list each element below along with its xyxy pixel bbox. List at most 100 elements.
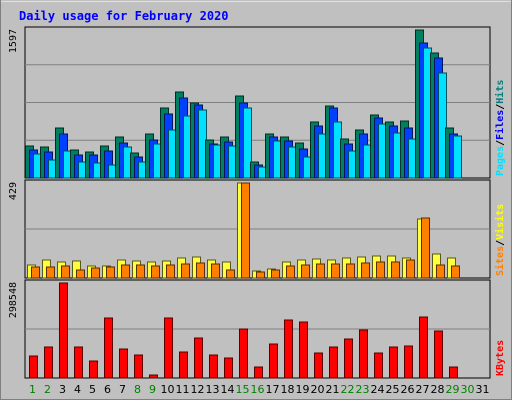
bar-sites-day-23	[361, 262, 370, 279]
bar-sites-day-3	[61, 265, 70, 279]
bar-kbytes-day-10	[164, 317, 173, 379]
bar-sites-day-5	[91, 267, 100, 279]
y-max-label: 298548	[8, 282, 19, 318]
bar-kbytes-day-11	[179, 351, 188, 379]
panel-kbytes: 298548 KBytes	[8, 279, 506, 379]
bar-sites-day-7	[121, 264, 130, 279]
x-tick-label: 28	[431, 383, 445, 396]
bar-kbytes-day-7	[119, 348, 128, 379]
bar-sites-day-26	[406, 259, 415, 279]
x-tick-label: 23	[356, 383, 370, 396]
bar-sites-day-24	[376, 261, 385, 279]
bar-kbytes-day-21	[329, 346, 338, 379]
bar-sites-day-25	[391, 261, 400, 279]
x-tick-label: 26	[401, 383, 415, 396]
x-tick-label: 19	[296, 383, 310, 396]
bar-sites-day-20	[316, 263, 325, 279]
x-tick-label: 18	[281, 383, 295, 396]
x-tick-label: 1	[29, 383, 36, 396]
bar-sites-day-4	[76, 269, 85, 279]
bar-sites-day-29	[451, 265, 460, 279]
bar-kbytes-day-28	[434, 330, 443, 379]
x-tick-label: 17	[266, 383, 280, 396]
bar-sites-day-8	[136, 264, 145, 279]
bar-kbytes-day-18	[284, 319, 293, 379]
bar-kbytes-day-5	[89, 360, 98, 379]
bar-sites-day-12	[196, 262, 205, 279]
legend-entry: Visits	[494, 204, 506, 240]
bar-kbytes-day-3	[59, 282, 68, 379]
bar-kbytes-day-14	[224, 357, 233, 379]
legend-hits_files_pages: Pages/Files/Hits	[494, 80, 506, 176]
bar-kbytes-day-29	[449, 366, 458, 379]
bar-kbytes-day-8	[134, 354, 143, 379]
bar-sites-day-27	[421, 217, 430, 279]
bar-sites-day-19	[301, 264, 310, 279]
x-tick-label: 6	[104, 383, 111, 396]
bar-kbytes-day-16	[254, 366, 263, 379]
y-max-label: 429	[8, 182, 19, 200]
x-axis-labels: 1 2 3 4 5 6 7 8 9 10 11 12 13 14 15 16 17 18 19 20 21 22 23 24 2…	[29, 383, 490, 396]
x-tick-label: 25	[386, 383, 400, 396]
x-tick-label: 15	[236, 383, 250, 396]
x-tick-label: 31	[476, 383, 490, 396]
bar-sites-day-1	[31, 266, 40, 279]
bar-kbytes-day-22	[344, 338, 353, 379]
bar-kbytes-day-25	[389, 346, 398, 379]
bar-kbytes-day-26	[404, 345, 413, 379]
legend-entry: Pages	[495, 146, 506, 176]
bar-sites-day-18	[286, 265, 295, 279]
x-tick-label: 22	[341, 383, 355, 396]
legend-entry: /	[495, 240, 506, 246]
bar-kbytes-day-2	[44, 346, 53, 379]
x-tick-label: 14	[221, 383, 235, 396]
x-tick-label: 11	[176, 383, 190, 396]
bar-sites-day-14	[226, 269, 235, 279]
bar-kbytes-day-13	[209, 354, 218, 379]
bar-kbytes-day-1	[29, 355, 38, 379]
bar-kbytes-day-27	[419, 316, 428, 379]
x-tick-label: 21	[326, 383, 340, 396]
x-tick-label: 27	[416, 383, 430, 396]
bar-pages-day-29	[453, 135, 462, 179]
x-tick-label: 3	[59, 383, 66, 396]
bar-kbytes-day-24	[374, 352, 383, 379]
bar-kbytes-day-4	[74, 346, 83, 379]
bar-kbytes-day-20	[314, 352, 323, 379]
x-tick-label: 5	[89, 383, 96, 396]
bar-kbytes-day-19	[299, 321, 308, 379]
x-tick-label: 9	[149, 383, 156, 396]
x-tick-label: 16	[251, 383, 265, 396]
x-tick-label: 7	[119, 383, 126, 396]
bar-sites-day-21	[331, 263, 340, 279]
x-tick-label: 13	[206, 383, 220, 396]
bar-kbytes-day-23	[359, 329, 368, 379]
legend-entry: /	[495, 104, 506, 110]
legend-entry: Hits	[494, 80, 506, 104]
bar-sites-day-22	[346, 263, 355, 279]
x-tick-label: 12	[191, 383, 205, 396]
x-tick-label: 8	[134, 383, 141, 396]
plot-layer: 1597Pages/Files/Hits429Sites/Visits29854…	[8, 26, 506, 396]
bar-sites-day-2	[46, 266, 55, 279]
bar-kbytes-day-17	[269, 343, 278, 379]
bar-kbytes-day-6	[104, 317, 113, 379]
x-tick-label: 20	[311, 383, 325, 396]
bar-sites-day-13	[211, 263, 220, 279]
legend-entry: Sites	[494, 246, 506, 276]
bar-sites-day-11	[181, 263, 190, 279]
bar-sites-day-16	[256, 271, 265, 279]
x-tick-label: 30	[461, 383, 475, 396]
bar-pages-day-28	[438, 72, 447, 179]
legend-kbytes: KBytes	[495, 340, 506, 376]
x-tick-label: 29	[446, 383, 460, 396]
legend-entry: /	[495, 140, 506, 146]
x-tick-label: 2	[44, 383, 51, 396]
bar-kbytes-day-9	[149, 374, 158, 379]
panel-visits_sites: 429 Sites/Visits	[8, 179, 506, 279]
legend-entry: Files	[494, 110, 506, 140]
x-tick-label: 24	[371, 383, 385, 396]
bar-sites-day-9	[151, 265, 160, 279]
